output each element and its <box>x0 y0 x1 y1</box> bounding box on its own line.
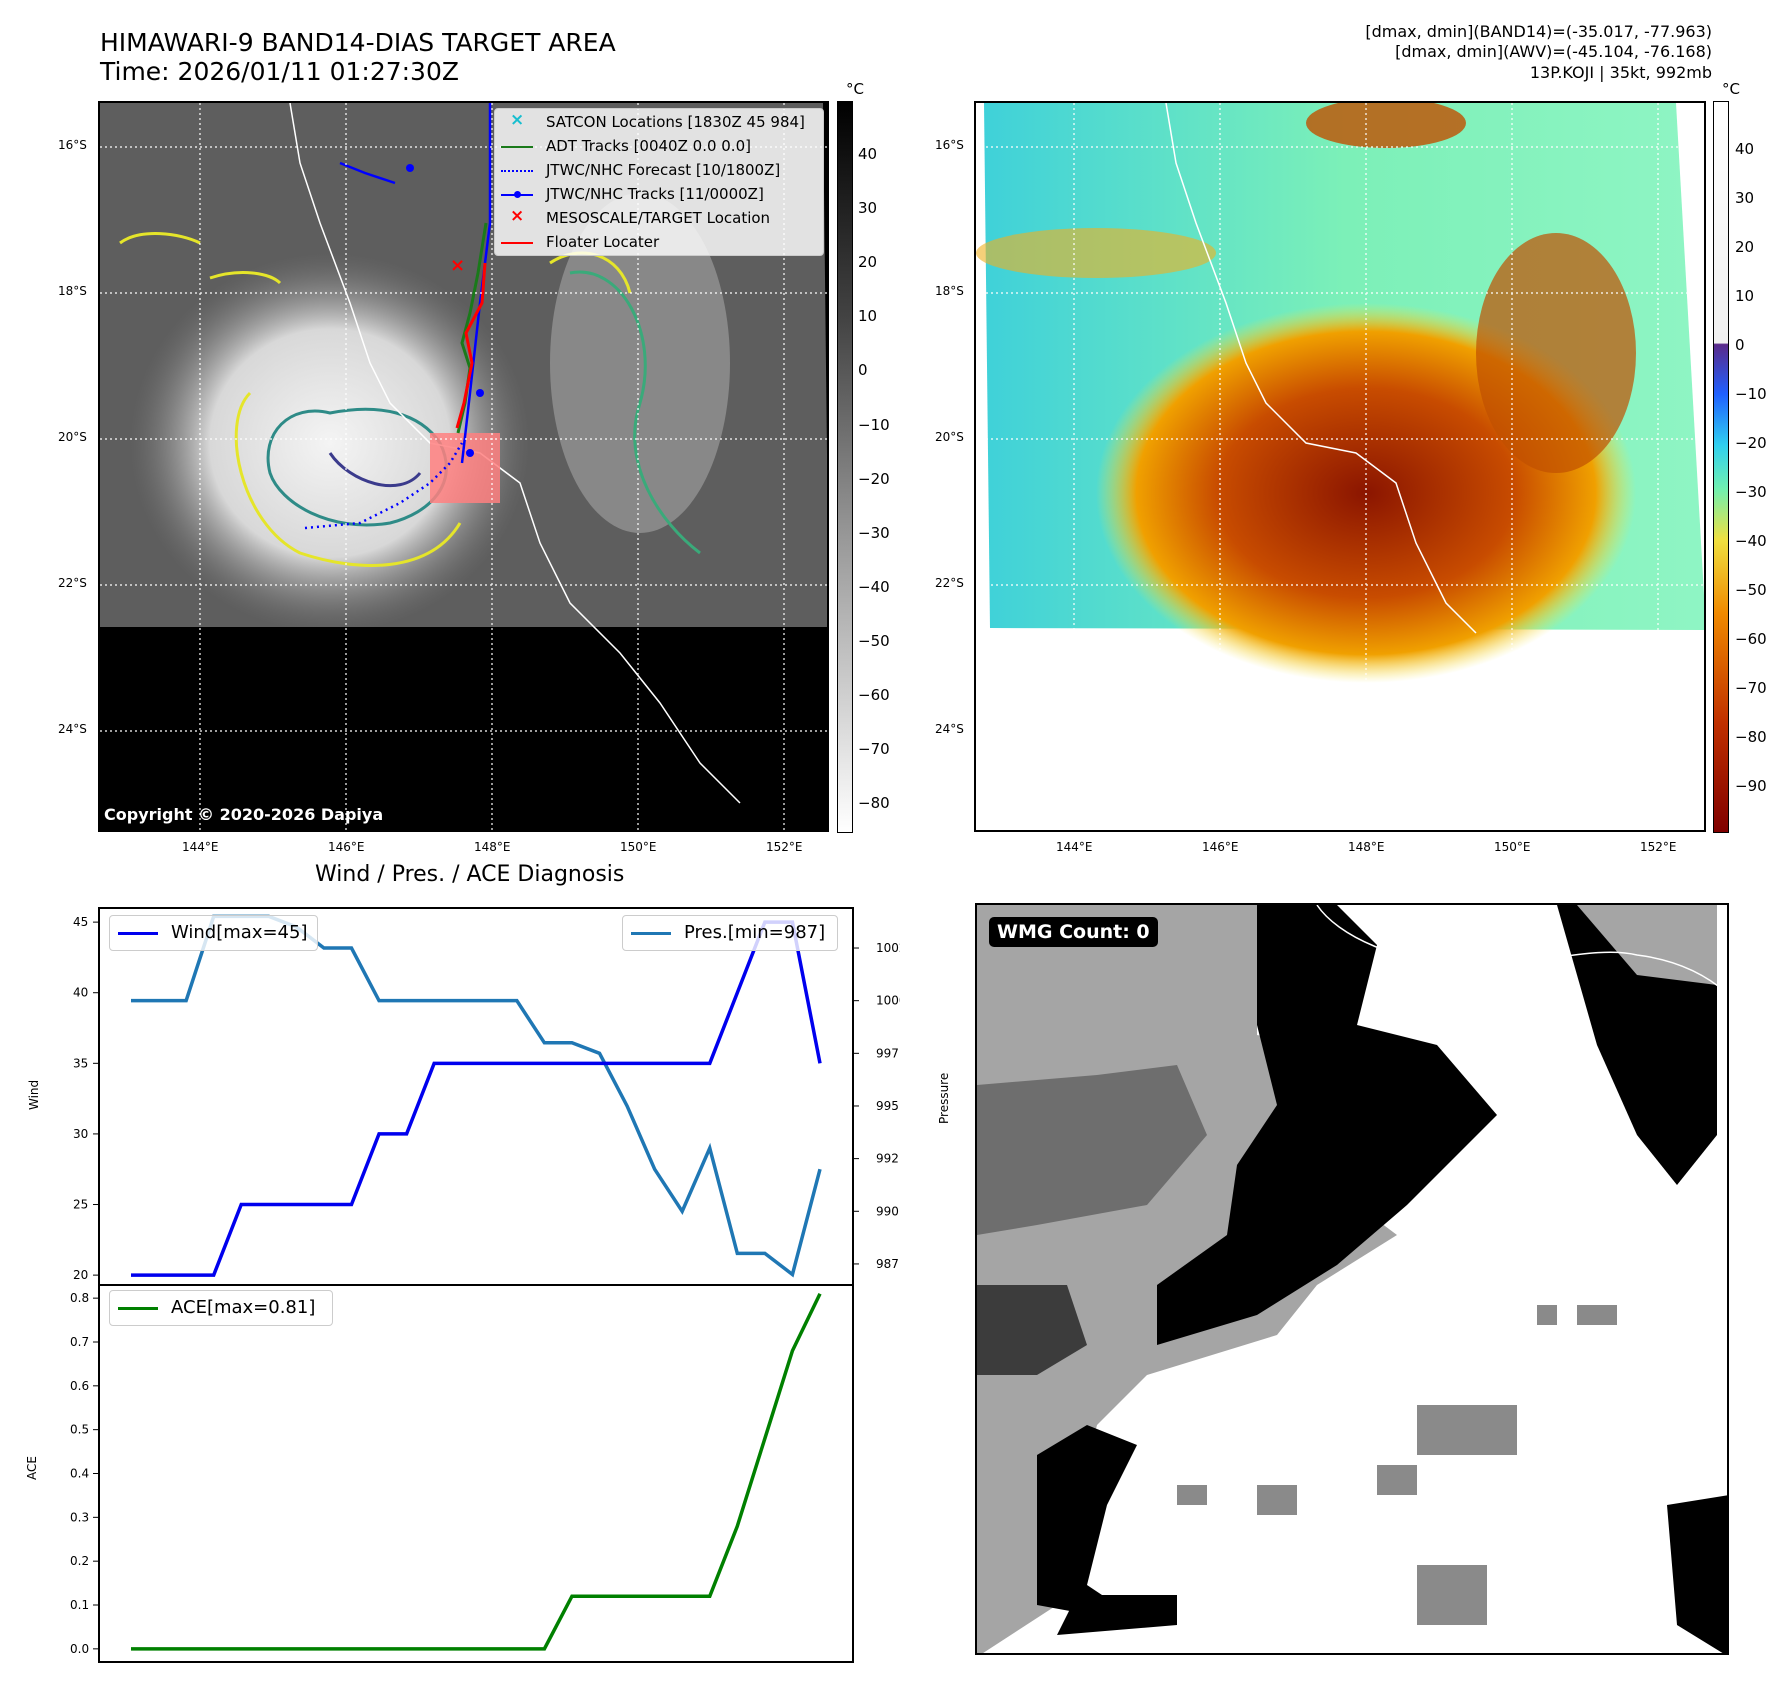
wind-pres-axes <box>98 907 854 1286</box>
wind-tick-label: 45 <box>73 915 88 929</box>
wind-line <box>131 920 822 1277</box>
diagnosis-chart: 20 25 30 35 40 45 987.5 990.0 992.5 995.0 997.5 100… <box>70 907 900 1663</box>
colorbar-tick: −10 <box>1735 385 1767 403</box>
ace-ylabel: ACE <box>25 1456 39 1480</box>
lon-label: 148°E <box>474 840 511 854</box>
colorbar-grayscale <box>837 101 853 833</box>
colorbar-tick: −60 <box>858 686 890 704</box>
lat-label: 24°S <box>58 722 87 736</box>
ace-tick-label: 0.5 <box>70 1423 89 1437</box>
timestamp: Time: 2026/01/11 01:27:30Z <box>100 57 459 86</box>
wind-tick-label: 35 <box>73 1056 88 1070</box>
colorbar-tick: −20 <box>858 469 890 488</box>
pres-ylabel: Pressure <box>937 1072 951 1124</box>
lat-label: 16°S <box>58 138 87 152</box>
ace-axes <box>98 1284 854 1663</box>
ace-line <box>131 1293 822 1651</box>
colorbar-tick: −40 <box>858 577 890 596</box>
lat-label: 16°S <box>935 138 964 152</box>
colorbar-tick: −70 <box>1735 679 1767 697</box>
storm-info: 13P.KOJI | 35kt, 992mb <box>1529 63 1712 82</box>
wind-ylabel: Wind <box>27 1079 41 1110</box>
dmax-awv: [dmax, dmin](AWV)=(-45.104, -76.168) <box>1395 42 1712 61</box>
lat-label: 20°S <box>58 430 87 444</box>
ace-tick-label: 0.1 <box>70 1598 89 1612</box>
pres-tick-label: 992.5 <box>876 1152 900 1166</box>
wmg-count-badge: WMG Count: 0 <box>989 917 1158 947</box>
colorbar-tick: −80 <box>1735 728 1767 746</box>
ace-tick-label: 0.0 <box>70 1642 89 1656</box>
page-title: HIMAWARI-9 BAND14-DIAS TARGET AREA <box>100 28 616 57</box>
dmax-band14: [dmax, dmin](BAND14)=(-35.017, -77.963) <box>1365 22 1712 41</box>
colorbar-tick: 10 <box>1735 287 1755 305</box>
colorbar-unit: °C <box>846 80 864 98</box>
colorbar-tick: −30 <box>858 523 890 542</box>
ace-tick-label: 0.6 <box>70 1379 89 1393</box>
wind-legend: Wind[max=45] <box>109 915 318 951</box>
pres-tick-label: 995.0 <box>876 1099 900 1113</box>
colorbar-tick: −30 <box>1735 483 1767 501</box>
lon-label: 146°E <box>328 840 365 854</box>
pres-tick-label: 997.5 <box>876 1046 900 1060</box>
pres-tick-label: 990.0 <box>876 1204 900 1218</box>
colorbar-tick: 20 <box>1735 238 1755 256</box>
diagnosis-title: Wind / Pres. / ACE Diagnosis <box>315 862 625 887</box>
colorbar-tick: 30 <box>1735 189 1755 207</box>
wind-tick-label: 25 <box>73 1198 88 1212</box>
colorbar-unit: °C <box>1722 80 1740 98</box>
lon-label: 148°E <box>1348 840 1385 854</box>
colorbar-tick: −50 <box>1735 581 1767 599</box>
lon-label: 144°E <box>182 840 219 854</box>
lon-label: 146°E <box>1202 840 1239 854</box>
wmg-panel: WMG Count: 0 <box>975 903 1729 1655</box>
lat-label: 18°S <box>58 284 87 298</box>
colorbar-tick: −20 <box>1735 434 1767 452</box>
colorbar-tick: −10 <box>858 415 890 434</box>
lon-label: 150°E <box>620 840 657 854</box>
pres-tick-label: 987.5 <box>876 1257 900 1271</box>
colorbar-tick: −40 <box>1735 532 1767 550</box>
wind-tick-label: 20 <box>73 1268 88 1282</box>
ace-tick-label: 0.2 <box>70 1554 89 1568</box>
pres-legend: Pres.[min=987] <box>622 915 838 951</box>
ace-tick-label: 0.4 <box>70 1467 89 1481</box>
pres-tick-label: 1002.5 <box>876 941 900 955</box>
colorbar-tick: 40 <box>1735 140 1755 158</box>
colorbar-tick: −70 <box>858 740 890 759</box>
colorbar-tick: −90 <box>1735 777 1767 795</box>
lat-label: 18°S <box>935 284 964 298</box>
wind-tick-label: 30 <box>73 1127 88 1141</box>
wind-tick-label: 40 <box>73 986 88 1000</box>
colorbar-tick: 10 <box>858 307 878 326</box>
lon-label: 144°E <box>1056 840 1093 854</box>
colorbar-tick: 20 <box>858 253 878 272</box>
ace-tick-label: 0.7 <box>70 1335 89 1349</box>
lat-label: 24°S <box>935 722 964 736</box>
colorbar-tick: 0 <box>1735 336 1745 354</box>
map-legend: × SATCON Locations [1830Z 45 984] ADT Tr… <box>494 108 824 256</box>
svg-text:×: × <box>450 255 465 276</box>
lon-label: 152°E <box>766 840 803 854</box>
ace-legend: ACE[max=0.81] <box>109 1290 333 1326</box>
ace-tick-label: 0.8 <box>70 1291 89 1305</box>
colorbar-tick: −60 <box>1735 630 1767 648</box>
lon-label: 152°E <box>1640 840 1677 854</box>
colorbar-tick: −80 <box>858 794 890 813</box>
copyright: Copyright © 2020-2026 Dapiya <box>104 805 384 824</box>
colorbar-tick: 0 <box>858 361 868 380</box>
lat-label: 20°S <box>935 430 964 444</box>
lat-label: 22°S <box>935 576 964 590</box>
colorbar-tick: −50 <box>858 631 890 650</box>
lon-label: 150°E <box>1494 840 1531 854</box>
colorbar-tick: 40 <box>858 145 878 163</box>
colorbar-tick: 30 <box>858 199 878 218</box>
colorbar-awv <box>1713 101 1729 833</box>
awv-map <box>974 101 1706 832</box>
ace-tick-label: 0.3 <box>70 1510 89 1524</box>
lat-label: 22°S <box>58 576 87 590</box>
